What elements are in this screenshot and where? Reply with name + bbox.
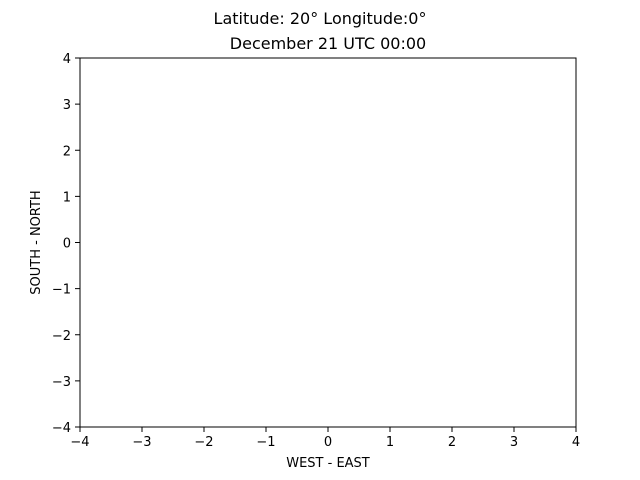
chart-subtitle: December 21 UTC 00:00 [230, 34, 426, 53]
x-tick-label: −2 [194, 435, 213, 450]
y-axis-label: SOUTH - NORTH [29, 190, 44, 294]
x-tick-label: −4 [70, 435, 89, 450]
y-tick-label: 2 [63, 144, 71, 159]
x-tick-label: −3 [132, 435, 151, 450]
y-tick-label: −2 [52, 329, 71, 344]
y-tick-label: −1 [52, 283, 71, 298]
x-tick-label: 2 [448, 435, 456, 450]
y-tick-label: −4 [52, 421, 71, 436]
chart-title: Latitude: 20° Longitude:0° [214, 9, 427, 28]
y-tick-label: 3 [63, 98, 71, 113]
x-tick-label: 4 [572, 435, 580, 450]
x-tick-label: −1 [256, 435, 275, 450]
x-axis: −4 −3 −2 −1 0 1 2 3 4 [70, 427, 580, 450]
x-tick-label: 3 [510, 435, 518, 450]
plot-area [79, 57, 577, 428]
y-axis: −4 −3 −2 −1 0 1 2 3 4 [52, 52, 80, 436]
x-axis-label: WEST - EAST [286, 456, 370, 471]
x-tick-label: 0 [324, 435, 332, 450]
y-tick-label: 4 [63, 52, 71, 67]
y-tick-label: 1 [63, 190, 71, 205]
y-tick-label: −3 [52, 375, 71, 390]
y-tick-label: 0 [63, 237, 71, 252]
x-tick-label: 1 [386, 435, 394, 450]
